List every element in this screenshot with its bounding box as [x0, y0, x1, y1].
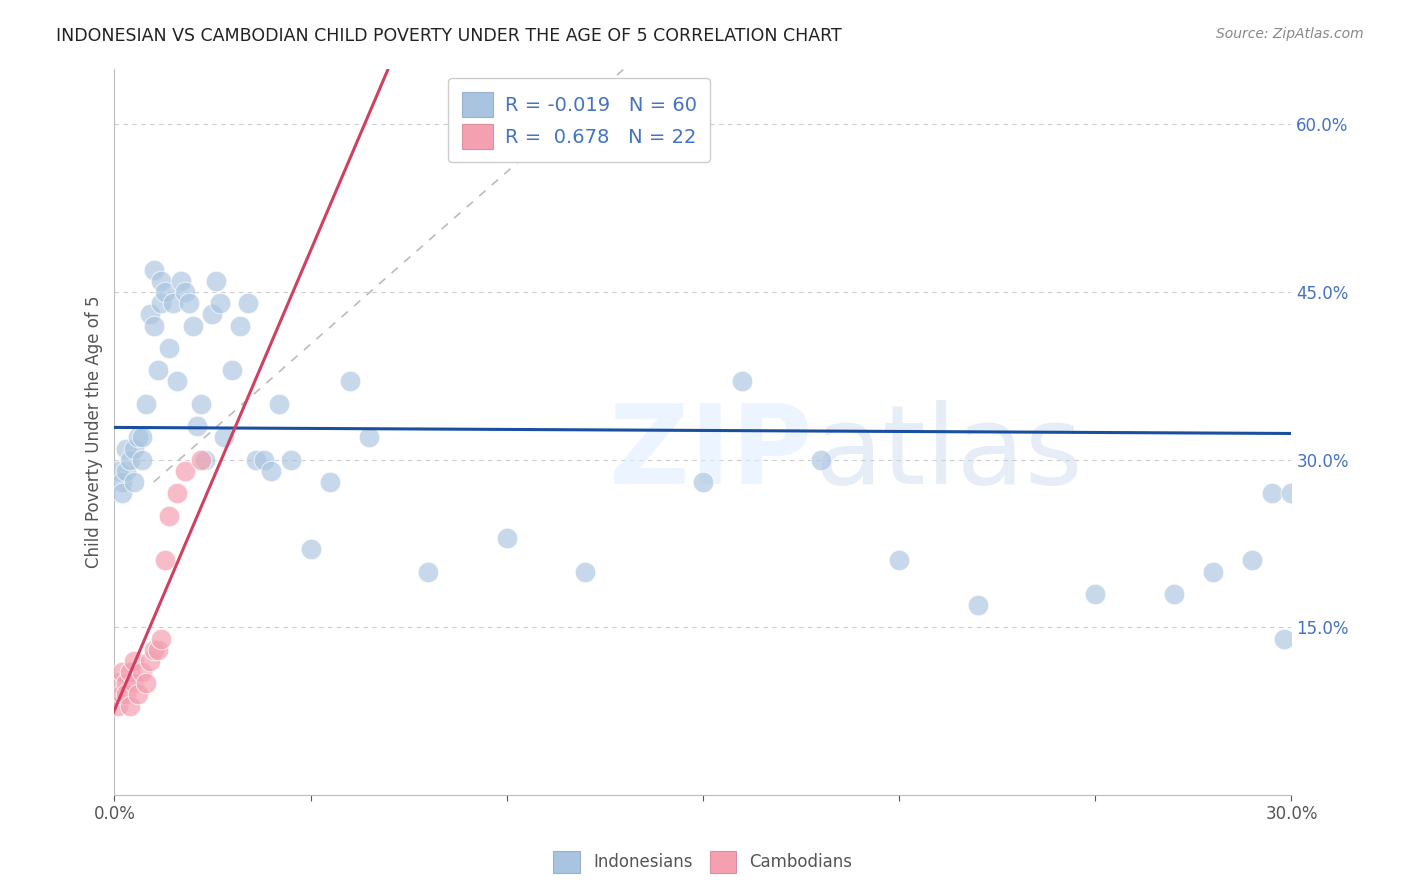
Point: [131, 452, 153, 467]
Point: [122, 442, 145, 456]
Point: [115, 442, 138, 456]
Point: [339, 375, 361, 389]
Point: [127, 430, 149, 444]
Point: [1163, 587, 1185, 601]
Point: [150, 296, 173, 310]
Point: [170, 274, 193, 288]
Text: Source: ZipAtlas.com: Source: ZipAtlas.com: [1216, 27, 1364, 41]
Point: [127, 688, 149, 702]
Point: [205, 274, 228, 288]
Point: [810, 452, 832, 467]
Point: [1272, 632, 1295, 646]
Point: [166, 375, 188, 389]
Point: [115, 676, 138, 690]
Point: [135, 676, 157, 690]
Point: [138, 654, 160, 668]
Point: [1261, 486, 1284, 500]
Point: [111, 665, 134, 679]
Point: [107, 464, 129, 478]
Point: [495, 531, 517, 545]
Point: [1084, 587, 1107, 601]
Point: [229, 318, 252, 333]
Point: [194, 452, 217, 467]
Point: [166, 486, 188, 500]
Point: [131, 665, 153, 679]
Point: [111, 486, 134, 500]
Point: [1202, 565, 1225, 579]
Text: atlas: atlas: [814, 401, 1083, 507]
Point: [1281, 486, 1303, 500]
Point: [966, 598, 988, 612]
Point: [155, 285, 177, 299]
Point: [692, 475, 714, 489]
Point: [190, 452, 212, 467]
Point: [174, 285, 197, 299]
Point: [135, 397, 157, 411]
Point: [319, 475, 342, 489]
Point: [111, 688, 134, 702]
Point: [157, 508, 180, 523]
Point: [122, 654, 145, 668]
Point: [150, 274, 173, 288]
Point: [260, 464, 283, 478]
Point: [299, 542, 322, 557]
Point: [115, 688, 138, 702]
Point: [359, 430, 381, 444]
Point: [201, 307, 224, 321]
Legend: Indonesians, Cambodians: Indonesians, Cambodians: [547, 845, 859, 880]
Point: [122, 676, 145, 690]
Point: [150, 632, 173, 646]
Text: INDONESIAN VS CAMBODIAN CHILD POVERTY UNDER THE AGE OF 5 CORRELATION CHART: INDONESIAN VS CAMBODIAN CHILD POVERTY UN…: [56, 27, 842, 45]
Point: [111, 475, 134, 489]
Point: [269, 397, 291, 411]
Point: [252, 452, 274, 467]
Point: [174, 464, 197, 478]
Point: [245, 452, 267, 467]
Point: [574, 565, 596, 579]
Point: [190, 397, 212, 411]
Point: [209, 296, 232, 310]
Point: [155, 553, 177, 567]
Point: [177, 296, 200, 310]
Point: [181, 318, 204, 333]
Point: [887, 553, 910, 567]
Point: [418, 565, 440, 579]
Point: [142, 642, 165, 657]
Point: [107, 676, 129, 690]
Legend: R = -0.019   N = 60, R =  0.678   N = 22: R = -0.019 N = 60, R = 0.678 N = 22: [449, 78, 710, 162]
Point: [221, 363, 243, 377]
Point: [146, 642, 169, 657]
Point: [115, 464, 138, 478]
Point: [107, 698, 129, 713]
Point: [146, 363, 169, 377]
Text: ZIP: ZIP: [609, 401, 813, 507]
Point: [120, 452, 142, 467]
Y-axis label: Child Poverty Under the Age of 5: Child Poverty Under the Age of 5: [86, 295, 103, 568]
Point: [157, 341, 180, 355]
Point: [142, 318, 165, 333]
Point: [214, 430, 236, 444]
Point: [186, 419, 208, 434]
Point: [1241, 553, 1264, 567]
Point: [142, 262, 165, 277]
Point: [280, 452, 302, 467]
Point: [236, 296, 259, 310]
Point: [731, 375, 754, 389]
Point: [138, 307, 160, 321]
Point: [120, 665, 142, 679]
Point: [131, 430, 153, 444]
Point: [122, 475, 145, 489]
Point: [120, 698, 142, 713]
Point: [162, 296, 184, 310]
